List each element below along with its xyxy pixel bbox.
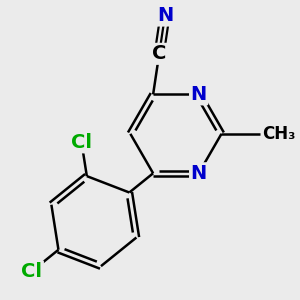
Text: N: N [190,164,207,183]
Text: N: N [190,85,207,104]
Text: C: C [152,44,166,63]
Text: CH₃: CH₃ [262,125,296,143]
Text: N: N [157,6,173,25]
Text: Cl: Cl [21,262,42,281]
Text: Cl: Cl [71,133,92,152]
